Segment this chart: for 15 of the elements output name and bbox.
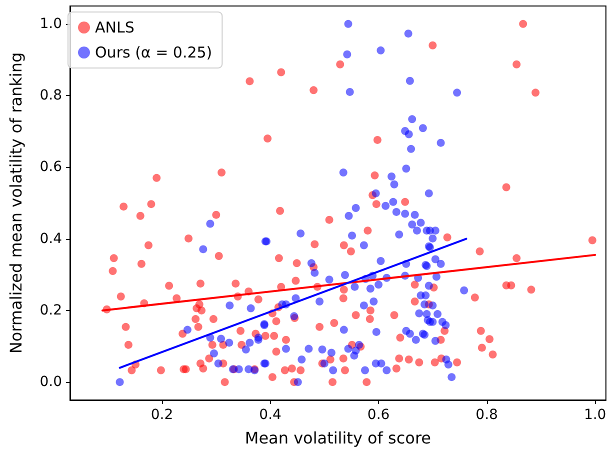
y-tick-label: 0.0 [40, 374, 62, 390]
y-tick-label: 0.4 [40, 230, 62, 247]
legend-label: ANLS [95, 18, 134, 36]
y-tick-label: 0.8 [40, 88, 62, 104]
x-tick-label: 0.2 [150, 407, 174, 423]
y-tick-label: 0.2 [40, 302, 62, 318]
y-axis-title: Normalized mean volatility of ranking [6, 52, 26, 354]
x-axis-title: Mean volatility of score [244, 428, 432, 448]
x-tick-label: 0.8 [476, 407, 498, 423]
legend-label: Ours (α = 0.25) [95, 44, 212, 62]
x-tick-label: 0.6 [367, 407, 390, 423]
y-tick-label: 0.6 [40, 159, 62, 176]
x-tick-label: 0.4 [259, 407, 282, 423]
y-tick-label: 1.0 [40, 16, 62, 32]
x-tick-label: 1.0 [584, 407, 606, 423]
